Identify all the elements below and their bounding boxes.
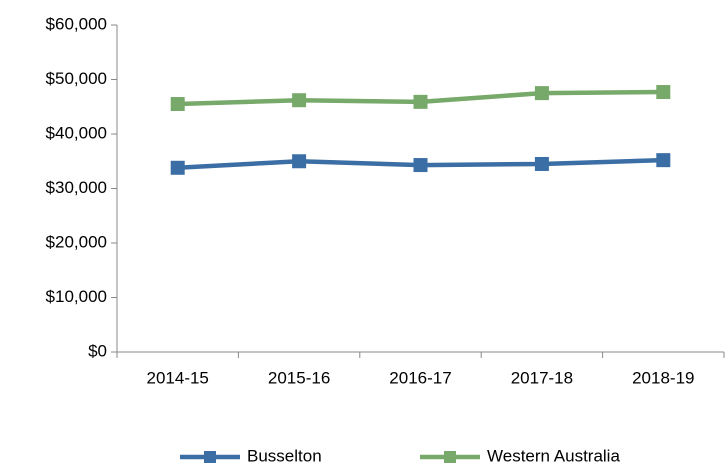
x-tick-label: 2018-19 bbox=[632, 368, 694, 387]
point-marker bbox=[413, 158, 428, 173]
point-marker bbox=[656, 153, 671, 168]
point-marker bbox=[656, 85, 671, 100]
y-tick-label: $0 bbox=[88, 341, 107, 360]
y-tick-label: $20,000 bbox=[46, 232, 107, 251]
point-marker bbox=[534, 86, 549, 101]
y-tick-label: $50,000 bbox=[46, 69, 107, 88]
point-marker bbox=[413, 94, 428, 109]
point-marker bbox=[170, 97, 185, 112]
x-tick-label: 2015-16 bbox=[268, 368, 330, 387]
legend-label: Western Australia bbox=[487, 446, 620, 465]
point-marker bbox=[534, 156, 549, 171]
y-tick-label: $10,000 bbox=[46, 287, 107, 306]
y-tick-label: $60,000 bbox=[46, 14, 107, 33]
point-marker bbox=[292, 154, 307, 169]
x-tick-label: 2017-18 bbox=[511, 368, 573, 387]
x-tick-label: 2016-17 bbox=[389, 368, 451, 387]
x-tick-label: 2014-15 bbox=[147, 368, 209, 387]
legend-swatch-marker bbox=[204, 451, 216, 463]
y-tick-label: $40,000 bbox=[46, 123, 107, 142]
point-marker bbox=[170, 160, 185, 175]
y-tick-label: $30,000 bbox=[46, 178, 107, 197]
legend-label: Busselton bbox=[247, 446, 322, 465]
legend-swatch-marker bbox=[444, 451, 456, 463]
point-marker bbox=[292, 93, 307, 108]
